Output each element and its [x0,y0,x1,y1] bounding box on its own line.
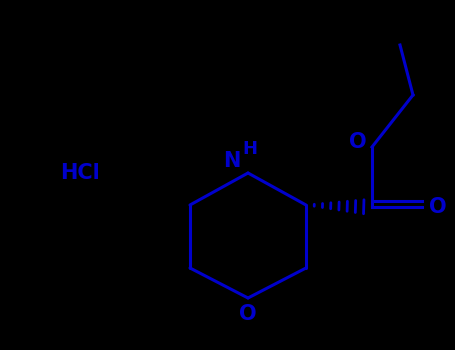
Text: H: H [243,140,258,158]
Text: HCl: HCl [60,163,100,183]
Text: O: O [349,132,367,152]
Text: O: O [239,304,257,324]
Text: N: N [223,151,241,171]
Text: O: O [429,197,447,217]
